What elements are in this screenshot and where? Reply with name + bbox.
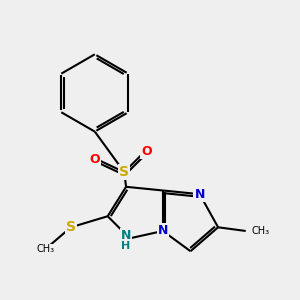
Text: N: N [158,224,168,238]
Text: S: S [119,165,129,179]
Text: N: N [121,229,131,242]
Text: H: H [122,242,131,251]
Text: CH₃: CH₃ [36,244,54,254]
Text: CH₃: CH₃ [251,226,269,236]
Text: O: O [141,145,152,158]
Text: O: O [89,153,100,166]
Text: N: N [194,188,205,201]
Text: S: S [66,220,76,234]
